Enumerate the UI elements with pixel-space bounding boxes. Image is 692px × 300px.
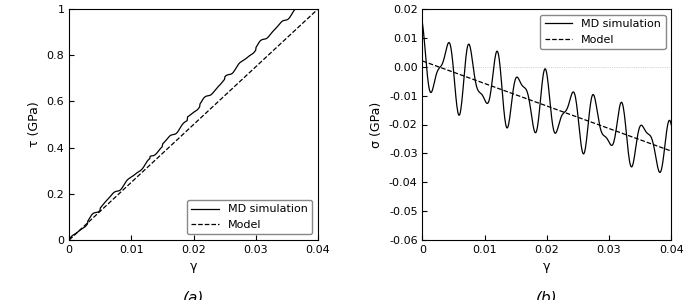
MD simulation (655, 171, 664, 174)
MD simulation (178, 124, 186, 127)
Model (536, 102, 545, 106)
MD simulation (536, 97, 545, 100)
MD simulation (622, 132, 630, 135)
Line: Model: Model (69, 9, 318, 240)
Legend: MD simulation, Model: MD simulation, Model (540, 15, 666, 49)
Y-axis label: τ (GPa): τ (GPa) (28, 102, 41, 147)
MD simulation (662, 136, 670, 140)
Model (212, 102, 220, 106)
Text: (b): (b) (536, 291, 558, 300)
MD simulation (566, 96, 574, 100)
MD simulation (109, 191, 118, 195)
MD simulation (231, 68, 239, 71)
Model (253, 64, 261, 68)
MD simulation (129, 174, 137, 178)
MD simulation (667, 123, 675, 127)
Model (231, 84, 239, 88)
Model (622, 133, 630, 136)
Y-axis label: σ (GPa): σ (GPa) (370, 101, 383, 148)
MD simulation (253, 45, 261, 48)
Model (314, 7, 322, 11)
MD simulation (553, 129, 561, 132)
Model (418, 59, 426, 63)
Model (553, 108, 561, 112)
Model (129, 179, 137, 182)
Line: Model: Model (422, 61, 671, 151)
Model (661, 147, 669, 151)
MD simulation (538, 82, 546, 85)
Line: MD simulation: MD simulation (69, 0, 318, 239)
X-axis label: γ: γ (190, 260, 197, 273)
MD simulation (65, 238, 73, 241)
Model (667, 149, 675, 153)
Model (65, 238, 73, 242)
Model (538, 103, 546, 106)
Model (178, 134, 186, 137)
Line: MD simulation: MD simulation (422, 23, 671, 172)
Text: (a): (a) (183, 291, 204, 300)
Model (109, 197, 118, 201)
X-axis label: γ: γ (543, 260, 551, 273)
Legend: MD simulation, Model: MD simulation, Model (187, 200, 312, 234)
Model (566, 113, 574, 116)
MD simulation (418, 22, 426, 25)
MD simulation (212, 87, 220, 91)
